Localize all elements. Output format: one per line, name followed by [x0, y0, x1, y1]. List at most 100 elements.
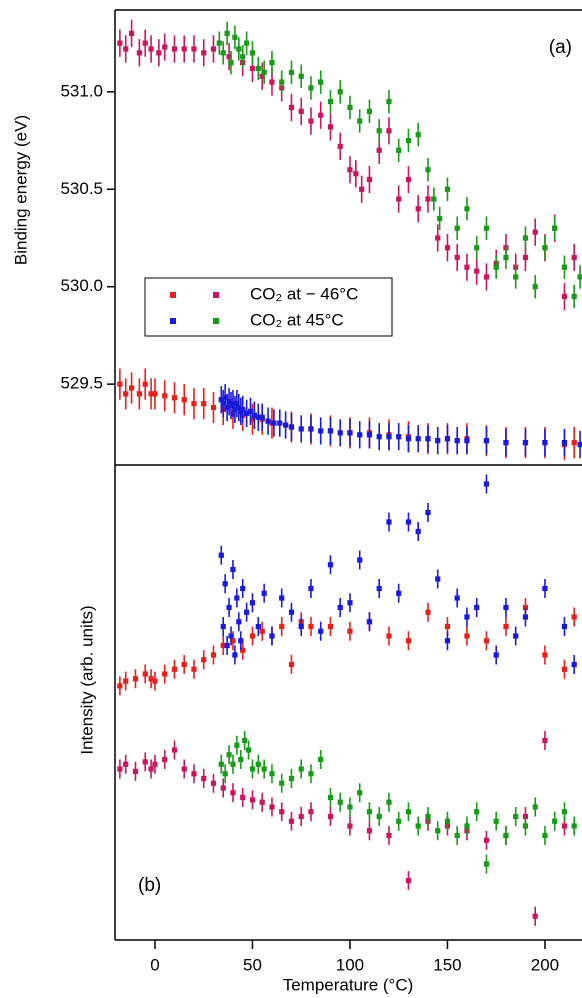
data-point [376, 585, 382, 592]
data-point [279, 595, 285, 601]
data-point [513, 813, 519, 820]
data-point [542, 245, 548, 251]
data-point [123, 678, 129, 684]
data-point [181, 766, 187, 772]
data-point [288, 775, 295, 782]
data-point [454, 832, 460, 839]
data-point [444, 818, 451, 824]
data-point [542, 585, 548, 592]
data-point [359, 186, 365, 192]
data-point [238, 638, 244, 644]
data-point [308, 585, 314, 592]
data-point [271, 420, 277, 426]
data-point [123, 391, 129, 397]
data-point [347, 430, 353, 436]
data-point [279, 623, 285, 630]
data-point [308, 623, 314, 630]
data-point [201, 50, 207, 56]
data-point [542, 652, 548, 658]
data-point [230, 638, 236, 644]
data-point [201, 775, 207, 782]
data-point [405, 519, 412, 525]
data-point [571, 293, 577, 300]
data-point [483, 861, 490, 867]
data-point [571, 254, 577, 261]
data-point [503, 623, 509, 630]
data-point [561, 439, 568, 446]
data-point [425, 509, 431, 516]
data-point [240, 406, 246, 413]
data-point [327, 124, 334, 130]
data-point [247, 408, 254, 415]
data-point [532, 913, 538, 919]
data-point [464, 614, 470, 620]
data-point [220, 642, 226, 649]
x-tick-label: 100 [336, 955, 364, 974]
data-point [132, 676, 139, 682]
x-tick-label: 0 [150, 955, 159, 974]
data-point [366, 619, 373, 625]
data-point [435, 828, 441, 834]
data-point [279, 809, 285, 815]
data-point [552, 225, 558, 231]
data-point [308, 771, 314, 777]
data-point [136, 50, 142, 56]
data-point [444, 638, 451, 644]
data-point [232, 652, 238, 658]
data-point [240, 54, 246, 60]
data-point [386, 98, 392, 105]
data-point [405, 809, 412, 815]
data-point [201, 657, 207, 663]
data-point [318, 756, 324, 763]
data-point [222, 395, 228, 401]
data-point [259, 73, 265, 79]
data-point [220, 401, 226, 407]
data-point [571, 614, 577, 620]
data-point [244, 40, 250, 46]
data-point [230, 790, 236, 796]
data-point [298, 813, 304, 820]
data-point [376, 128, 382, 134]
data-point [464, 264, 470, 270]
data-point [269, 79, 275, 85]
data-point [405, 878, 412, 884]
data-point [240, 585, 246, 592]
data-point [464, 633, 470, 639]
data-point [201, 401, 207, 407]
y-tick-label: 530.0 [60, 276, 103, 295]
data-point [234, 742, 240, 748]
data-point [425, 813, 431, 820]
data-point [142, 671, 148, 677]
data-point [327, 813, 334, 820]
data-point [210, 652, 217, 658]
data-point [435, 235, 441, 241]
data-point [230, 566, 236, 573]
data-point [298, 73, 304, 79]
data-point [493, 652, 499, 658]
data-point [249, 65, 256, 72]
data-point [132, 768, 139, 774]
data-point [181, 46, 187, 52]
data-point [259, 799, 265, 805]
marks [117, 19, 582, 926]
data-point [259, 414, 265, 420]
data-point [444, 245, 451, 251]
data-point [279, 79, 285, 85]
data-point [152, 678, 158, 684]
data-point [386, 434, 392, 440]
data-point [123, 761, 129, 767]
data-point [220, 785, 226, 791]
data-point [386, 519, 392, 525]
y-axis-title: Binding energy (eV) [11, 115, 30, 265]
data-point [218, 761, 224, 767]
data-point [522, 235, 529, 241]
data-point [327, 98, 334, 105]
data-point [415, 436, 421, 442]
data-point [366, 432, 373, 438]
data-point [249, 416, 256, 422]
data-point [522, 439, 529, 446]
data-point [337, 89, 343, 95]
data-point [366, 809, 373, 815]
y-tick-label: 529.5 [60, 374, 103, 393]
data-point [376, 813, 382, 820]
